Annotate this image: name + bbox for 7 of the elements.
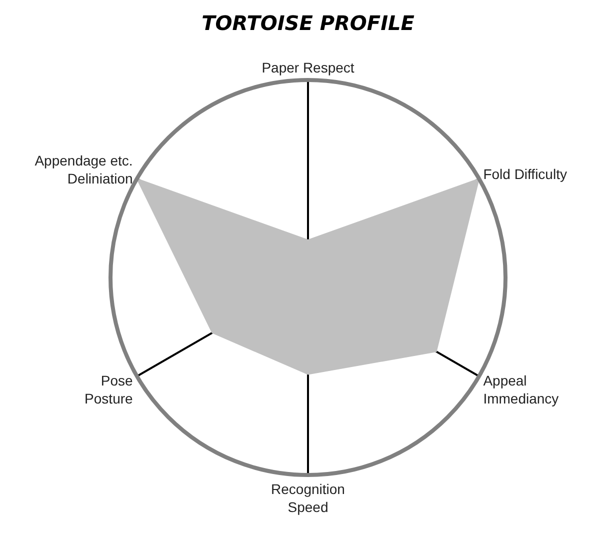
spoke-label: Pose Posture [84, 372, 134, 407]
spoke-label: Recognition Speed [271, 480, 345, 515]
spoke-label: Paper Respect [262, 59, 354, 76]
spoke-label: Fold Difficulty [483, 166, 567, 182]
spoke-label: Appendage etc. Deliniation [34, 152, 133, 187]
spoke-label: Appeal Immediancy [483, 372, 559, 407]
chart-title: TORTOISE PROFILE [202, 11, 415, 36]
